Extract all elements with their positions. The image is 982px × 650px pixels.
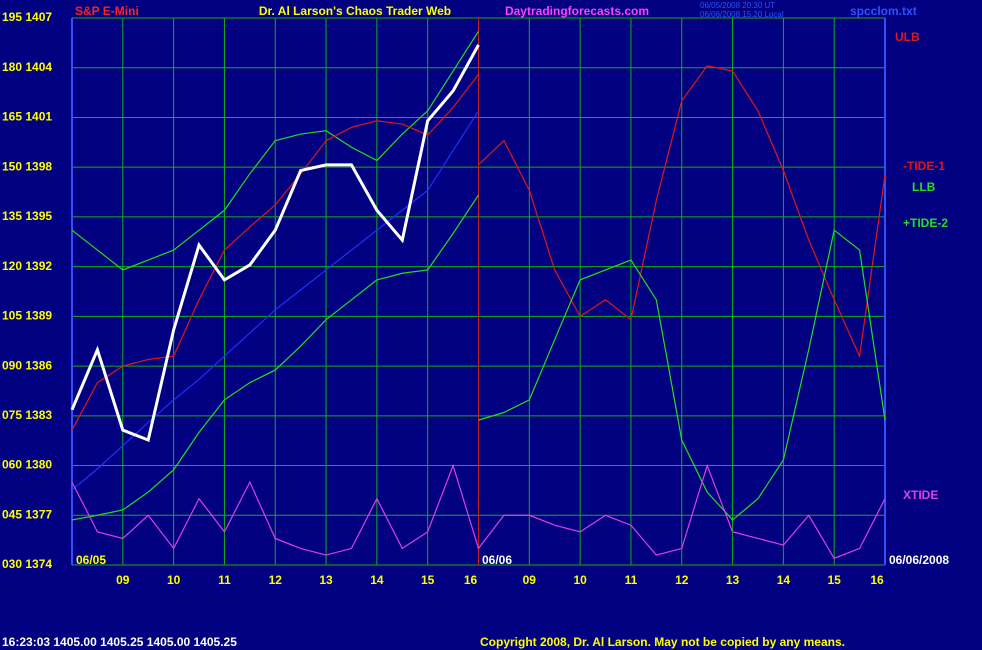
x-tick-label: 15 (828, 573, 842, 587)
x-tick-label: 16 (870, 573, 884, 587)
date-label: 06/06 (482, 553, 512, 567)
copyright: Copyright 2008, Dr. Al Larson. May not b… (480, 635, 845, 649)
x-tick-label: 11 (625, 573, 638, 587)
x-tick-label: 10 (167, 573, 181, 587)
x-tick-label: 10 (573, 573, 587, 587)
x-tick-label: 12 (675, 573, 689, 587)
y-tick-label: 195 1407 (2, 10, 52, 24)
y-tick-label: 075 1383 (2, 408, 52, 422)
x-tick-label: 09 (116, 573, 130, 587)
file-name: spcclom.txt (850, 4, 917, 18)
series-line (70, 44, 480, 443)
y-tick-label: 135 1395 (2, 209, 52, 223)
date-label: 06/05 (76, 553, 106, 567)
y-tick-label: 030 1374 (2, 557, 52, 571)
legend-label: +TIDE-2 (903, 216, 948, 230)
y-tick-label: 165 1401 (2, 110, 52, 124)
y-tick-label: 090 1386 (2, 358, 52, 372)
time-local: 06/06/2008 15:20 Local (700, 10, 784, 19)
x-tick-label: 13 (726, 573, 740, 587)
quote: 16:23:03 1405.00 1405.25 1405.00 1405.25 (2, 635, 237, 649)
x-tick-label: 09 (523, 573, 537, 587)
legend-label: XTIDE (903, 488, 938, 502)
y-tick-label: 180 1404 (2, 60, 52, 74)
x-tick-label: 13 (319, 573, 333, 587)
site: Daytradingforecasts.com (505, 4, 649, 18)
series-line (71, 73, 479, 431)
y-tick-label: 120 1392 (2, 259, 52, 273)
x-tick-label: 16 (464, 573, 478, 587)
series-line (71, 194, 480, 521)
series-line (478, 65, 886, 359)
legend-label: LLB (912, 180, 936, 194)
x-tick-label: 14 (370, 573, 384, 587)
y-tick-label: 045 1377 (2, 507, 52, 521)
time-ut: 06/05/2008 20:30 UT (700, 1, 775, 10)
series-line (478, 229, 886, 521)
y-tick-label: 105 1389 (2, 309, 52, 323)
series-line (71, 463, 886, 560)
x-tick-label: 11 (218, 573, 231, 587)
chart-title: Dr. Al Larson's Chaos Trader Web (259, 4, 451, 18)
x-tick-label: 14 (777, 573, 791, 587)
series-line (71, 30, 480, 271)
instrument: S&P E-Mini (75, 4, 139, 18)
date-label: 06/06/2008 (889, 553, 949, 567)
y-tick-label: 150 1398 (2, 159, 52, 173)
legend-label: ULB (895, 30, 920, 44)
x-tick-label: 15 (421, 573, 435, 587)
legend-label: -TIDE-1 (903, 159, 945, 173)
y-tick-label: 060 1380 (2, 458, 52, 472)
x-tick-label: 12 (269, 573, 283, 587)
